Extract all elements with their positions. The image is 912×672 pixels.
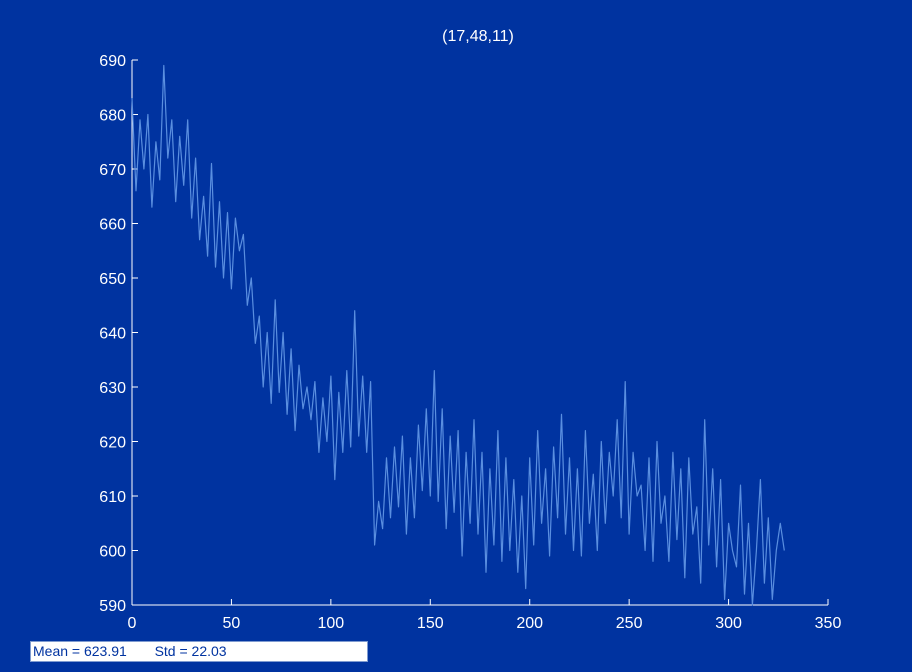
y-tick-label: 680	[99, 108, 126, 125]
x-tick-label: 200	[516, 615, 543, 632]
y-tick-label: 620	[99, 435, 126, 452]
y-tick-label: 610	[99, 489, 126, 506]
y-tick-label: 690	[99, 53, 126, 70]
x-tick-label: 350	[815, 615, 842, 632]
mean-label: Mean = 623.91	[33, 643, 127, 659]
y-tick-label: 630	[99, 380, 126, 397]
y-tick-label: 640	[99, 326, 126, 343]
y-tick-label: 650	[99, 271, 126, 288]
x-tick-label: 100	[318, 615, 345, 632]
stats-box: Mean = 623.91 Std = 22.03	[30, 641, 368, 662]
series-line	[131, 64, 785, 606]
line-chart: (17,48,11) 590 600 610 620 630 640 650 660 670 68…	[99, 28, 842, 632]
std-label: Std = 22.03	[154, 643, 227, 659]
x-tick-label: 50	[223, 615, 241, 632]
y-axis-ticks: 590 600 610 620 630 640 650 660 670 680 690	[99, 53, 138, 615]
x-axis-ticks: 0 50 100 150 200 250 300 350	[128, 599, 842, 632]
x-tick-label: 250	[616, 615, 643, 632]
chart-title: (17,48,11)	[442, 28, 514, 45]
y-tick-label: 660	[99, 217, 126, 234]
x-tick-label: 0	[128, 615, 137, 632]
y-tick-label: 670	[99, 162, 126, 179]
y-tick-label: 600	[99, 544, 126, 561]
y-tick-label: 590	[99, 598, 126, 615]
x-tick-label: 150	[417, 615, 444, 632]
x-tick-label: 300	[715, 615, 742, 632]
series-group	[131, 64, 785, 606]
